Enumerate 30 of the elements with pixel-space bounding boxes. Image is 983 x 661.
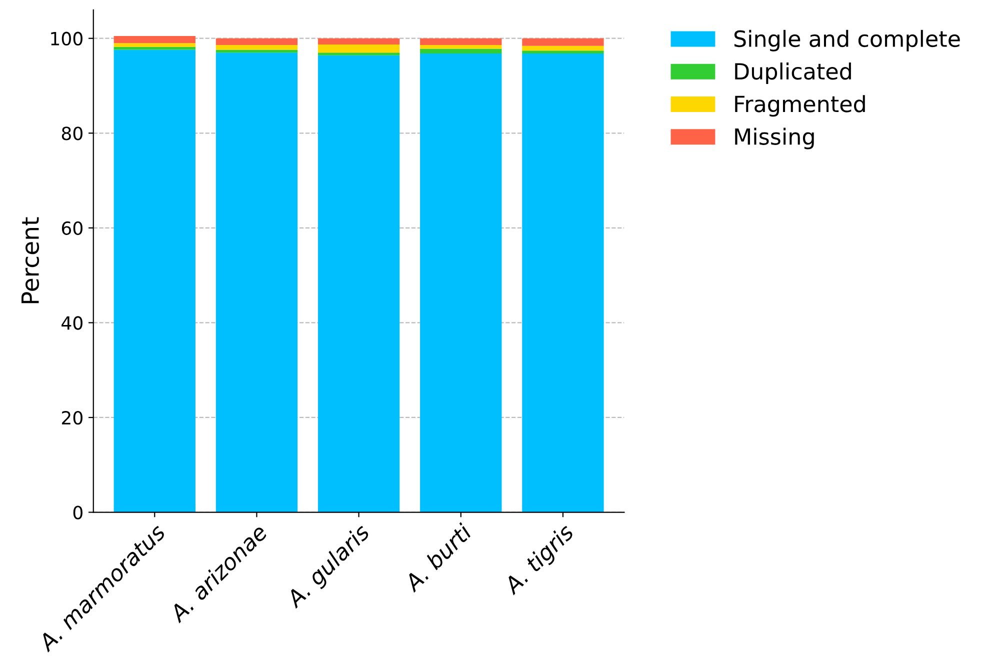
legend-label: Duplicated — [735, 62, 851, 84]
bar — [318, 55, 400, 512]
y-tick-label: 100 — [51, 32, 82, 46]
bar — [318, 38, 400, 45]
y-tick-label: 20 — [62, 410, 82, 425]
bar — [420, 38, 502, 45]
bar — [114, 43, 196, 47]
bar — [522, 54, 604, 512]
y-axis-title: Percent — [22, 217, 40, 304]
bar — [318, 44, 400, 53]
bar — [522, 50, 604, 54]
legend-label: Fragmented — [735, 95, 865, 117]
y-tick-label: 40 — [62, 316, 82, 330]
bar — [522, 38, 604, 46]
y-tick-label: 80 — [62, 126, 82, 140]
bar — [114, 50, 196, 512]
bar — [216, 38, 298, 45]
legend-label: Single and complete — [734, 30, 960, 52]
y-tick-label: 60 — [62, 221, 82, 236]
bar — [420, 44, 502, 49]
bar — [216, 44, 298, 50]
bar — [216, 50, 298, 53]
bar — [114, 36, 196, 44]
bar — [216, 52, 298, 512]
bar — [522, 46, 604, 51]
y-tick-label: 0 — [73, 506, 82, 520]
bar — [420, 54, 502, 512]
bar — [420, 48, 502, 54]
bar — [318, 52, 400, 56]
legend-label: Missing — [735, 128, 814, 150]
